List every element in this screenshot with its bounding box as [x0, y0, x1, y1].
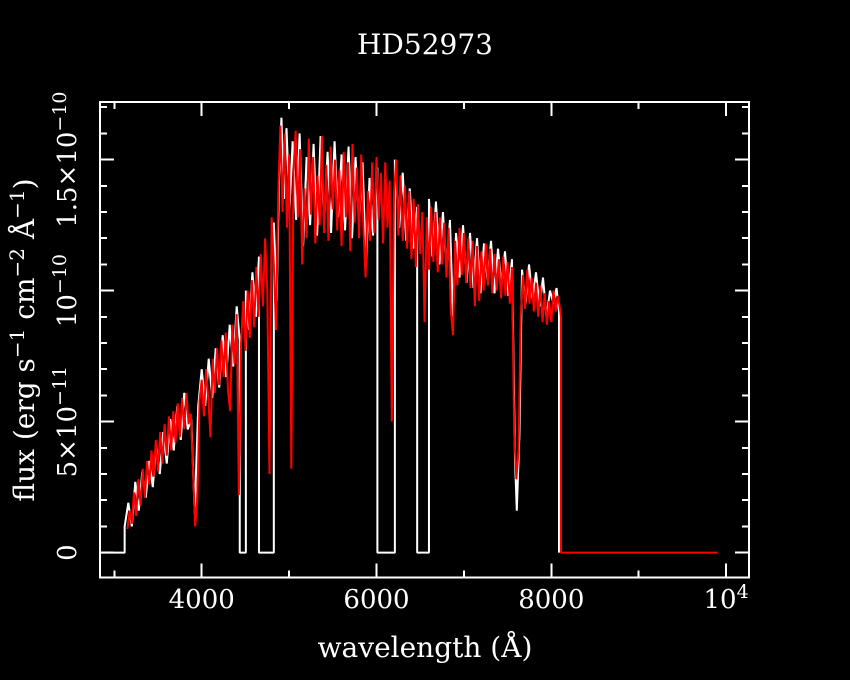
y-tick-label: 10−10 [49, 254, 83, 327]
x-tick-label: 4000 [169, 585, 235, 615]
y-tick-label: 1.5×10−10 [49, 91, 83, 227]
x-tick-label: 104 [704, 581, 749, 615]
target-spectrum-line [126, 125, 718, 554]
y-tick-label: 5×10−11 [49, 366, 83, 478]
series-layer [100, 117, 718, 554]
x-tick-label: 6000 [343, 585, 409, 615]
x-axis-label: wavelength (Å) [318, 631, 533, 664]
y-tick-label: 0 [53, 544, 83, 561]
chart-title: HD52973 [357, 28, 493, 61]
plot-frame [99, 101, 750, 579]
axis-ticks [100, 102, 749, 578]
tick-labels: 4000 6000 8000 104 0 5×10−11 10−10 1.5×10−10 [49, 91, 749, 615]
y-axis-label: flux (erg s−1 cm−2 Å−1) [5, 178, 41, 501]
x-tick-label: 8000 [518, 585, 584, 615]
